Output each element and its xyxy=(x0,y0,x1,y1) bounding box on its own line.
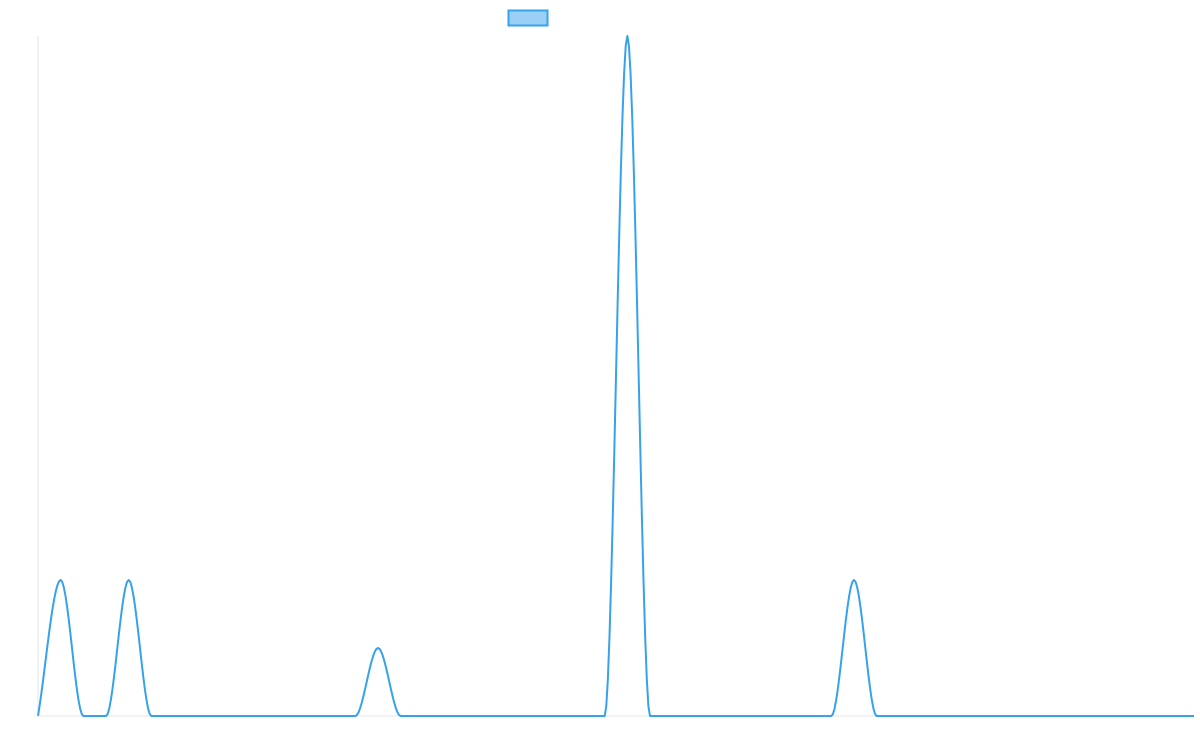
series-line-0 xyxy=(37,35,1194,717)
series-layer xyxy=(37,35,1194,717)
legend-swatch[interactable] xyxy=(507,9,549,27)
legend[interactable] xyxy=(507,9,549,27)
